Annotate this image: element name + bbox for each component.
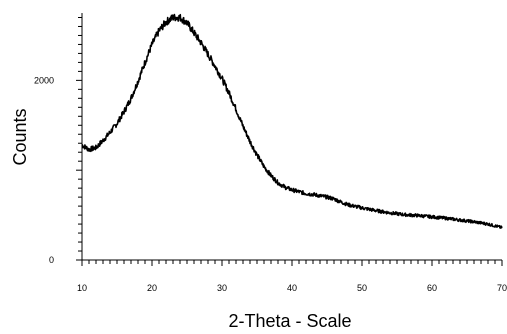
x-minor-ticks	[81, 260, 503, 266]
series-line-counts	[81, 13, 503, 229]
x-tick-label: 20	[147, 283, 157, 293]
plot-frame	[81, 13, 502, 261]
x-tick-label: 50	[357, 283, 367, 293]
x-tick-labels: 10 20 30 40 50 60 70	[77, 283, 507, 293]
y-tick-label: 0	[49, 255, 54, 265]
y-minor-ticks	[76, 16, 82, 261]
y-axis-label: Counts	[10, 108, 30, 165]
x-tick-label: 40	[287, 283, 297, 293]
x-tick-label: 10	[77, 283, 87, 293]
x-tick-label: 70	[497, 283, 507, 293]
x-tick-label: 30	[217, 283, 227, 293]
x-axis-label: 2-Theta - Scale	[228, 311, 351, 331]
x-tick-label: 60	[427, 283, 437, 293]
y-tick-label: 2000	[34, 75, 54, 85]
y-tick-labels: 0 2000	[34, 75, 54, 265]
